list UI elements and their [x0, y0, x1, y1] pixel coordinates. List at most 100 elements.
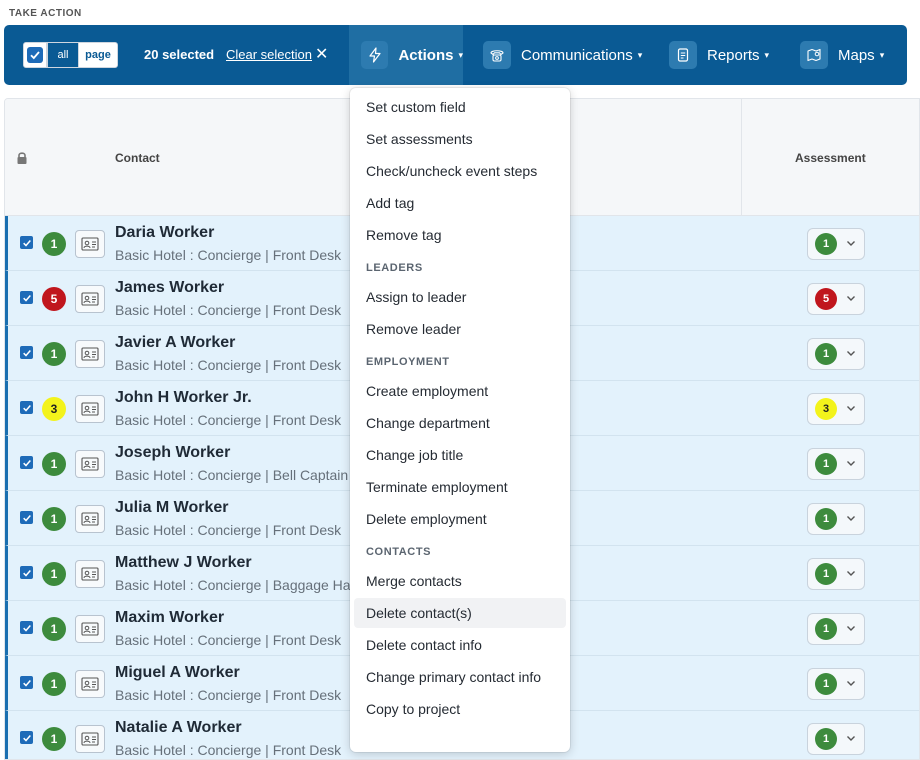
menu-heading-employment: EMPLOYMENT: [366, 356, 450, 368]
chevron-down-icon: [845, 236, 857, 254]
reports-button[interactable]: Reports ▾: [657, 25, 769, 85]
menu-item-create-employment[interactable]: Create employment: [366, 383, 489, 399]
row-checkbox[interactable]: [20, 731, 33, 744]
chevron-down-icon: [845, 676, 857, 694]
actions-button[interactable]: Actions ▾: [349, 25, 463, 85]
assessment-badge: 1: [815, 618, 837, 640]
contact-card-icon[interactable]: [75, 615, 105, 643]
status-badge: 3: [42, 397, 66, 421]
status-badge: 1: [42, 562, 66, 586]
menu-item-remove-tag[interactable]: Remove tag: [366, 227, 442, 243]
contact-card-icon[interactable]: [75, 505, 105, 533]
menu-item-change-department[interactable]: Change department: [366, 415, 490, 431]
chevron-down-icon: ▾: [879, 49, 885, 60]
checkmark-icon: [20, 291, 33, 304]
contact-name[interactable]: Maxim Worker: [115, 609, 225, 626]
chevron-down-icon: ▾: [458, 49, 463, 60]
assessment-badge: 1: [815, 563, 837, 585]
row-checkbox[interactable]: [20, 346, 33, 359]
menu-item-set-assessments[interactable]: Set assessments: [366, 131, 473, 147]
menu-item-remove-leader[interactable]: Remove leader: [366, 321, 461, 337]
chevron-down-icon: [845, 346, 857, 364]
contact-name[interactable]: Joseph Worker: [115, 444, 231, 461]
row-checkbox[interactable]: [20, 511, 33, 524]
select-all-toggle[interactable]: all: [47, 42, 79, 68]
menu-item-terminate-employment[interactable]: Terminate employment: [366, 479, 508, 495]
report-icon: [669, 41, 697, 69]
menu-item-check-uncheck-event-steps[interactable]: Check/uncheck event steps: [366, 163, 538, 179]
assessment-dropdown[interactable]: 1: [807, 723, 865, 755]
contact-name[interactable]: Julia M Worker: [115, 499, 229, 516]
assessment-dropdown[interactable]: 1: [807, 558, 865, 590]
menu-item-assign-to-leader[interactable]: Assign to leader: [366, 289, 467, 305]
row-checkbox[interactable]: [20, 291, 33, 304]
checkmark-icon: [20, 731, 33, 744]
assessment-dropdown[interactable]: 1: [807, 503, 865, 535]
row-checkbox[interactable]: [20, 456, 33, 469]
row-checkbox[interactable]: [20, 621, 33, 634]
chevron-down-icon: [845, 401, 857, 419]
assessment-dropdown[interactable]: 1: [807, 613, 865, 645]
contact-card-icon[interactable]: [75, 340, 105, 368]
contact-name[interactable]: Daria Worker: [115, 224, 215, 241]
contact-card-icon[interactable]: [75, 395, 105, 423]
actions-dropdown-menu: Set custom field Set assessments Check/unc…: [350, 88, 570, 752]
column-header-contact[interactable]: Contact: [115, 151, 160, 165]
assessment-dropdown[interactable]: 5: [807, 283, 865, 315]
close-icon[interactable]: ✕: [315, 46, 329, 63]
contact-card-icon[interactable]: [75, 450, 105, 478]
assessment-badge: 5: [815, 288, 837, 310]
chevron-down-icon: [845, 566, 857, 584]
status-badge: 1: [42, 507, 66, 531]
status-badge: 1: [42, 672, 66, 696]
assessment-dropdown[interactable]: 1: [807, 448, 865, 480]
assessment-dropdown[interactable]: 1: [807, 338, 865, 370]
assessment-badge: 1: [815, 728, 837, 750]
contact-name[interactable]: Natalie A Worker: [115, 719, 242, 736]
chevron-down-icon: [845, 621, 857, 639]
column-header-assessment[interactable]: Assessment: [795, 151, 866, 165]
row-checkbox[interactable]: [20, 566, 33, 579]
phone-icon: [483, 41, 511, 69]
select-page-toggle[interactable]: page: [78, 42, 118, 68]
menu-item-delete-employment[interactable]: Delete employment: [366, 511, 487, 527]
row-checkbox[interactable]: [20, 401, 33, 414]
contact-employment: Basic Hotel : Concierge | Front Desk: [115, 302, 342, 318]
row-checkbox[interactable]: [20, 236, 33, 249]
menu-item-delete-contact-info[interactable]: Delete contact info: [366, 637, 482, 653]
assessment-dropdown[interactable]: 1: [807, 668, 865, 700]
status-badge: 1: [42, 452, 66, 476]
assessment-dropdown[interactable]: 1: [807, 228, 865, 260]
menu-item-change-primary-contact-info[interactable]: Change primary contact info: [366, 669, 542, 685]
status-badge: 1: [42, 232, 66, 256]
clear-selection-link[interactable]: Clear selection: [226, 47, 312, 62]
maps-button[interactable]: Maps ▾: [788, 25, 884, 85]
contact-employment: Basic Hotel : Concierge | Front Desk: [115, 522, 342, 538]
menu-heading-contacts: CONTACTS: [366, 546, 432, 558]
contact-card-icon[interactable]: [75, 560, 105, 588]
contact-card-icon[interactable]: [75, 725, 105, 753]
row-checkbox[interactable]: [20, 676, 33, 689]
select-all-checkbox[interactable]: [23, 42, 47, 68]
menu-item-copy-to-project[interactable]: Copy to project: [366, 701, 461, 717]
contact-name[interactable]: John H Worker Jr.: [115, 389, 252, 406]
assessment-badge: 1: [815, 508, 837, 530]
menu-item-add-tag[interactable]: Add tag: [366, 195, 415, 211]
selected-count: 20 selected: [144, 47, 215, 62]
column-divider: [741, 99, 742, 216]
menu-item-set-custom-field[interactable]: Set custom field: [366, 99, 466, 115]
contact-name[interactable]: Javier A Worker: [115, 334, 236, 351]
assessment-dropdown[interactable]: 3: [807, 393, 865, 425]
contact-employment: Basic Hotel : Concierge | Bell Captain: [115, 467, 349, 483]
contact-card-icon[interactable]: [75, 230, 105, 258]
contact-name[interactable]: Miguel A Worker: [115, 664, 240, 681]
contact-card-icon[interactable]: [75, 670, 105, 698]
contact-name[interactable]: James Worker: [115, 279, 225, 296]
menu-item-delete-contact-s[interactable]: Delete contact(s): [354, 598, 566, 628]
menu-item-merge-contacts[interactable]: Merge contacts: [366, 573, 462, 589]
menu-item-change-job-title[interactable]: Change job title: [366, 447, 464, 463]
contact-name[interactable]: Matthew J Worker: [115, 554, 252, 571]
status-badge: 5: [42, 287, 66, 311]
contact-card-icon[interactable]: [75, 285, 105, 313]
communications-button[interactable]: Communications ▾: [471, 25, 642, 85]
